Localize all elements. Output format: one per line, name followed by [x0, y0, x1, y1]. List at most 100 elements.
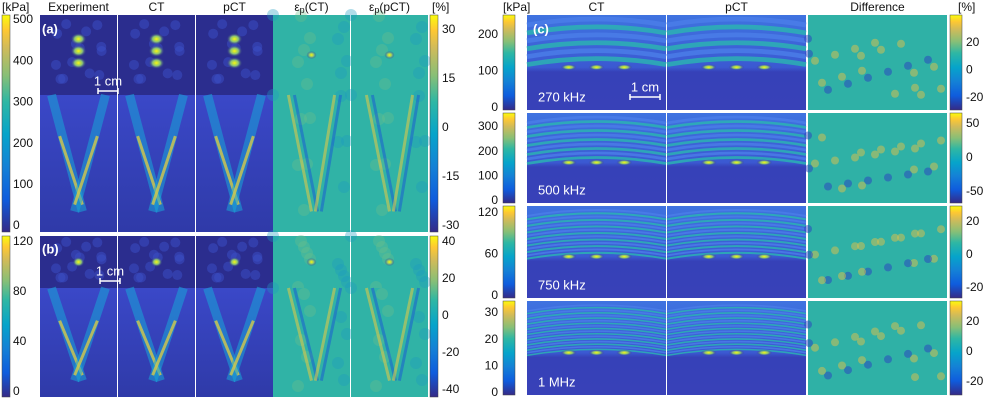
wave — [526, 147, 667, 156]
wave — [526, 156, 667, 165]
texture — [838, 184, 846, 193]
wave — [526, 56, 667, 67]
texture — [139, 236, 150, 247]
wave — [526, 348, 667, 357]
wave — [526, 124, 667, 134]
texture — [338, 181, 350, 193]
texture — [877, 145, 885, 154]
texture — [81, 26, 92, 37]
beam — [397, 94, 421, 212]
focus — [226, 33, 243, 45]
wave — [526, 332, 667, 341]
texture — [96, 41, 107, 52]
texture — [824, 276, 832, 284]
images — [1, 9, 963, 398]
wave — [666, 317, 807, 325]
focus — [70, 33, 87, 45]
texture — [811, 250, 819, 259]
texture — [338, 21, 350, 33]
focus — [700, 349, 717, 356]
texture — [61, 19, 72, 30]
texture — [871, 38, 879, 47]
wave — [666, 133, 807, 143]
subscript: p — [300, 5, 305, 15]
beam — [292, 94, 319, 212]
wave — [666, 306, 807, 315]
colorbar-tick-label: 0 — [442, 308, 449, 322]
focus — [384, 258, 395, 266]
beam — [286, 287, 313, 382]
colorbar-tick-label: 0 — [491, 193, 498, 207]
beam — [370, 287, 397, 382]
error-image — [808, 206, 947, 298]
texture — [818, 366, 826, 375]
texture — [159, 26, 170, 37]
texture — [831, 50, 839, 59]
argument: (CT) — [305, 0, 329, 14]
texture — [304, 112, 316, 124]
texture — [937, 84, 945, 93]
texture — [237, 26, 248, 37]
wave — [666, 304, 807, 312]
focus — [226, 57, 243, 69]
wave — [666, 215, 807, 224]
texture — [237, 241, 248, 252]
texture — [52, 28, 63, 39]
texture — [128, 59, 139, 70]
wave — [526, 314, 667, 323]
colorbar — [949, 14, 963, 111]
wave — [526, 48, 667, 60]
texture — [917, 229, 925, 238]
colorbar-tick-label: 20 — [485, 332, 499, 346]
wave — [526, 225, 667, 234]
texture — [304, 32, 316, 44]
texture — [838, 272, 846, 280]
beam — [151, 320, 177, 376]
texture — [924, 167, 932, 176]
texture — [172, 70, 183, 81]
texture — [884, 355, 892, 364]
texture — [413, 67, 425, 79]
texture — [871, 327, 879, 336]
texture — [419, 276, 431, 288]
texture — [174, 41, 185, 52]
wave — [666, 322, 807, 331]
wave — [526, 222, 667, 231]
texture — [376, 44, 388, 56]
texture — [298, 44, 310, 56]
texture — [831, 246, 839, 255]
wave — [666, 142, 807, 152]
scale-bar-label: 1 cm — [631, 79, 659, 94]
beam — [313, 94, 337, 212]
texture — [162, 268, 173, 279]
wave — [526, 322, 667, 331]
colorbar-tick-label: 80 — [13, 284, 27, 298]
texture — [373, 235, 385, 247]
wave — [526, 345, 667, 354]
wave — [526, 335, 667, 344]
texture — [295, 10, 307, 22]
texture — [891, 322, 899, 331]
texture — [419, 328, 431, 340]
scale-bar — [97, 88, 119, 94]
texture — [248, 20, 259, 31]
colorbar-tick-label: 300 — [13, 95, 33, 109]
texture — [84, 268, 95, 279]
texture — [419, 55, 431, 67]
colorbar-tick-label: 0 — [442, 120, 449, 134]
texture — [298, 204, 310, 216]
texture — [416, 21, 428, 33]
texture — [897, 39, 905, 48]
focus — [560, 159, 577, 166]
wave — [666, 332, 807, 341]
focus — [560, 64, 577, 71]
texture — [818, 276, 826, 285]
texture — [248, 237, 259, 248]
texture — [904, 61, 912, 70]
texture — [345, 89, 357, 101]
texture — [911, 144, 919, 153]
colorbar — [429, 14, 439, 233]
colorbar-tick-label: 40 — [13, 334, 27, 348]
texture — [250, 70, 261, 81]
